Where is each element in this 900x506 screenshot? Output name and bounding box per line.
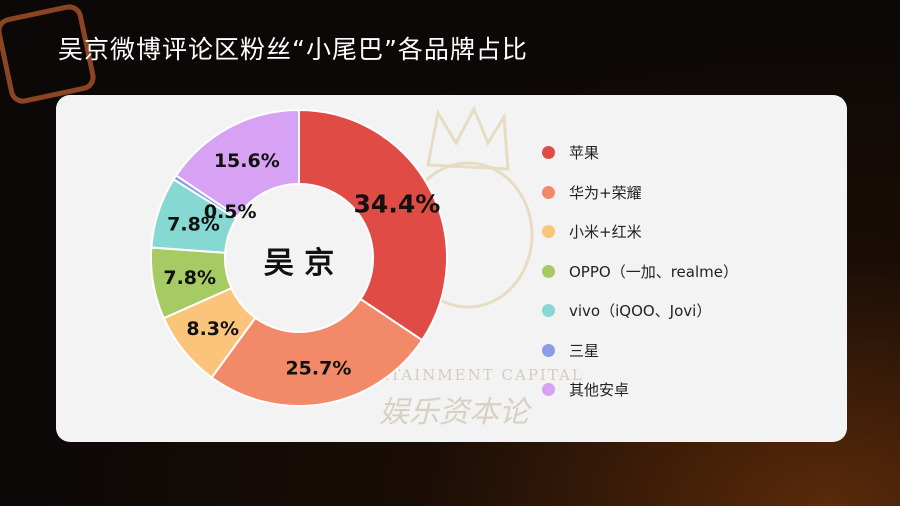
legend-label: 苹果: [569, 144, 600, 163]
donut-chart: 34.4%25.7%8.3%7.8%7.8%0.5%15.6% 吴 京: [150, 108, 448, 407]
legend-item: OPPO（一加、realme）: [542, 252, 738, 292]
legend-item: 苹果: [542, 133, 738, 173]
donut-data-label: 25.7%: [285, 357, 351, 379]
donut-data-labels: 34.4%25.7%8.3%7.8%7.8%0.5%15.6%: [163, 150, 440, 379]
watermark: ENTERTAINMENT CAPITAL 娱乐资本论: [324, 105, 582, 430]
legend-item: 三星: [542, 331, 738, 371]
donut-center-label: 吴 京: [264, 246, 334, 281]
donut-slice: [174, 108, 300, 219]
legend-label: OPPO（一加、realme）: [569, 262, 738, 281]
legend-label: 小米+红米: [569, 223, 642, 242]
donut-data-label: 7.8%: [163, 267, 216, 289]
donut-data-label: 0.5%: [204, 201, 257, 223]
page-title: 吴京微博评论区粉丝“小尾巴”各品牌占比: [58, 35, 528, 64]
legend-label: vivo（iQOO、Jovi）: [569, 302, 712, 321]
donut-slice: [298, 108, 448, 342]
legend-item: 其他安卓: [542, 370, 738, 410]
legend-swatch: [542, 225, 555, 239]
legend-swatch: [542, 185, 555, 199]
legend-label: 华为+荣耀: [569, 183, 642, 202]
legend-swatch: [542, 264, 555, 278]
legend-swatch: [542, 146, 555, 160]
legend: 苹果华为+荣耀小米+红米 OPPO（一加、realme） vivo（iQOO、Jov…: [542, 133, 738, 410]
legend-label: 其他安卓: [569, 381, 630, 400]
donut-slices: [150, 108, 448, 407]
donut-data-label: 8.3%: [186, 318, 239, 340]
donut-data-label: 34.4%: [354, 190, 441, 219]
watermark-crown: [426, 105, 510, 171]
donut-data-label: 15.6%: [214, 150, 280, 172]
chart-card: ENTERTAINMENT CAPITAL 娱乐资本论 34.4% 25.7% 8.…: [56, 95, 847, 442]
donut-data-label: 7.8%: [167, 214, 220, 236]
legend-swatch: [542, 383, 555, 397]
legend-item: 华为+荣耀: [542, 173, 738, 213]
watermark-line2: 娱乐资本论: [379, 395, 532, 430]
legend-label: 三星: [569, 341, 600, 360]
legend-item: vivo（iQOO、Jovi）: [542, 291, 738, 331]
legend-swatch: [542, 304, 555, 318]
donut-slice: [210, 297, 424, 407]
legend-swatch: [542, 343, 555, 357]
legend-item: 小米+红米: [542, 212, 738, 252]
